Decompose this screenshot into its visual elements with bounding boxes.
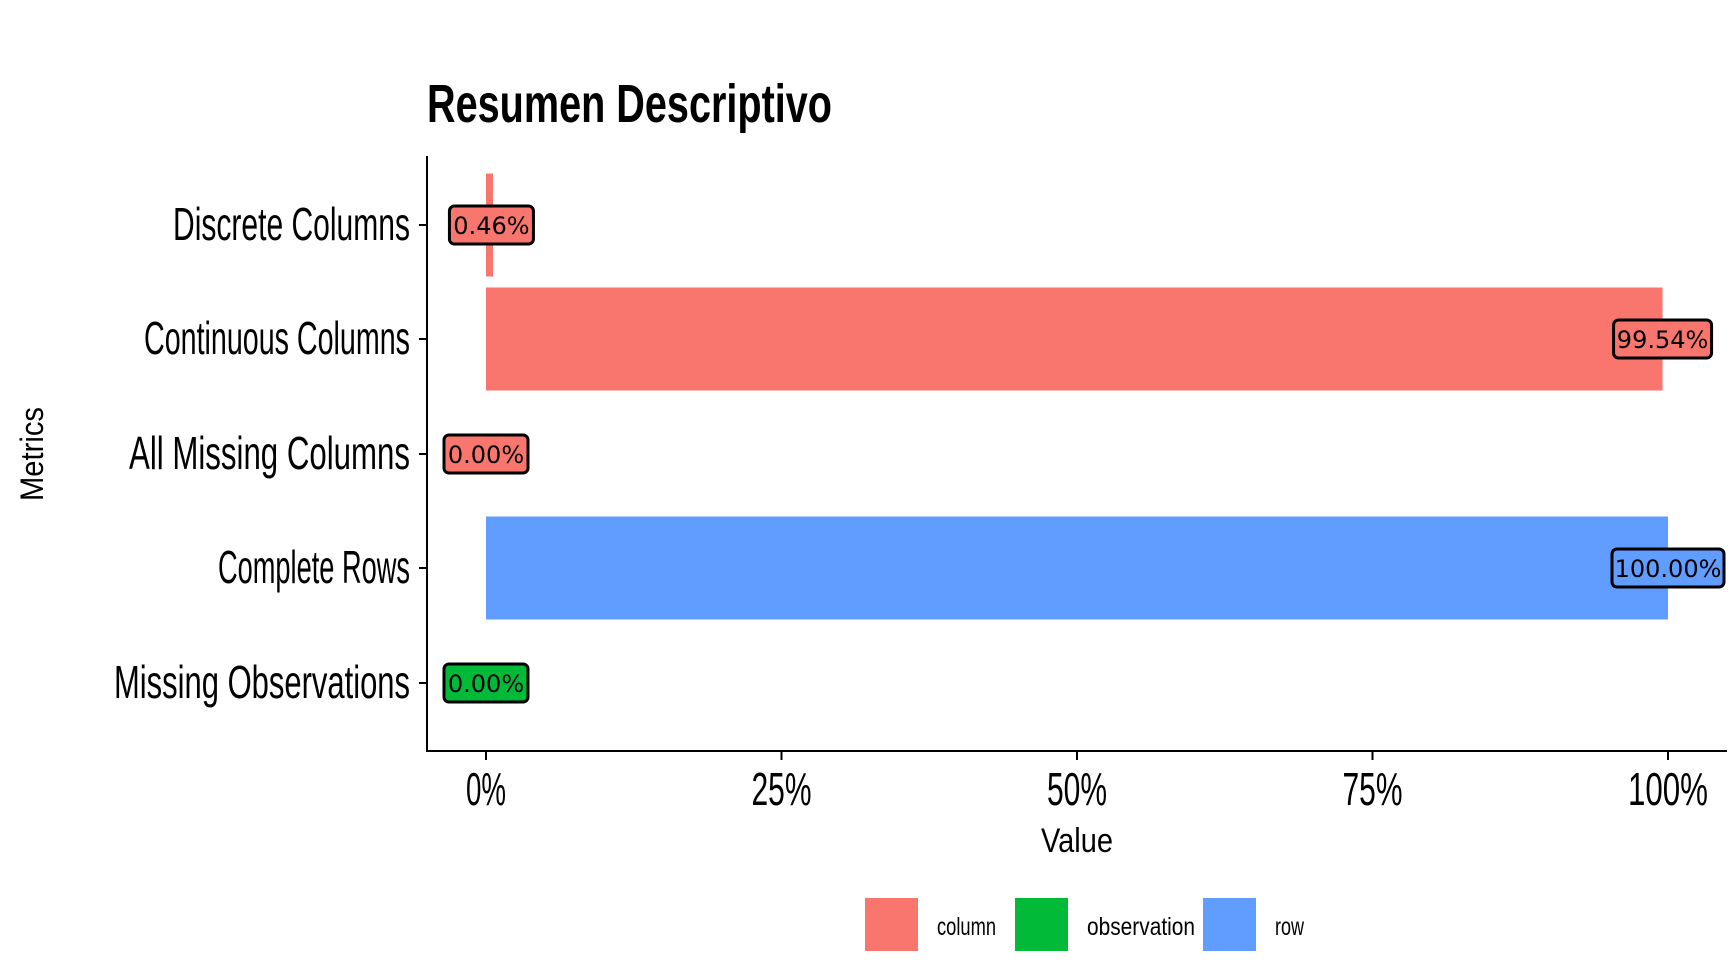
x-ticks-layer: 0% 25% 50% 75% 100% <box>466 751 1708 815</box>
bars-layer <box>486 173 1668 620</box>
value-label-box <box>442 433 530 475</box>
x-tick-label: 75% <box>1343 763 1403 815</box>
y-axis-label: Metrics <box>14 407 50 501</box>
value-label-box <box>447 204 535 246</box>
bar-continuous-columns <box>486 287 1663 391</box>
value-label-text: 100.00% <box>1615 555 1722 583</box>
value-label-continuous-columns: 99.54% <box>1612 318 1714 360</box>
legend-swatch <box>1203 898 1256 951</box>
y-tick-label: All Missing Columns <box>129 427 410 479</box>
x-tick-label: 100% <box>1628 763 1708 815</box>
legend-swatch <box>1015 898 1068 951</box>
x-tick-label: 25% <box>752 763 812 815</box>
legend-item-observation: observation <box>1015 898 1195 951</box>
y-tick-label: Continuous Columns <box>144 312 410 364</box>
bar-complete-rows <box>486 516 1668 620</box>
y-tick-label: Missing Observations <box>114 656 410 708</box>
value-label-text: 0.00% <box>448 670 524 698</box>
x-tick-label: 0% <box>466 763 506 815</box>
legend-swatch <box>865 898 918 951</box>
value-label-text: 0.00% <box>448 441 524 469</box>
value-label-discrete-columns: 0.46% <box>447 204 535 246</box>
chart-title: Resumen Descriptivo <box>427 74 832 134</box>
value-labels-layer: 0.46% 99.54% 0.00% 100.00% 0.00% <box>442 204 1726 704</box>
value-label-all-missing-columns: 0.00% <box>442 433 530 475</box>
value-label-box <box>442 662 530 704</box>
y-tick-label: Complete Rows <box>218 541 410 593</box>
y-tick-label: Discrete Columns <box>173 198 410 250</box>
y-ticks-layer: Discrete Columns Continuous Columns All Mi… <box>114 198 427 708</box>
legend-label: row <box>1275 913 1305 941</box>
legend-label: column <box>937 913 996 941</box>
legend-item-row: row <box>1203 898 1305 951</box>
x-axis-label: Value <box>1041 822 1113 860</box>
value-label-box <box>1612 318 1714 360</box>
x-tick-label: 50% <box>1047 763 1107 815</box>
legend-label: observation <box>1087 913 1195 941</box>
value-label-complete-rows: 100.00% <box>1610 547 1726 589</box>
value-label-missing-observations: 0.00% <box>442 662 530 704</box>
value-label-box <box>1610 547 1726 589</box>
legend-item-column: column <box>865 898 996 951</box>
axes-layer <box>426 156 1727 752</box>
legend: column observation row <box>865 898 1305 951</box>
value-label-text: 0.46% <box>453 212 529 240</box>
value-label-text: 99.54% <box>1617 326 1709 354</box>
